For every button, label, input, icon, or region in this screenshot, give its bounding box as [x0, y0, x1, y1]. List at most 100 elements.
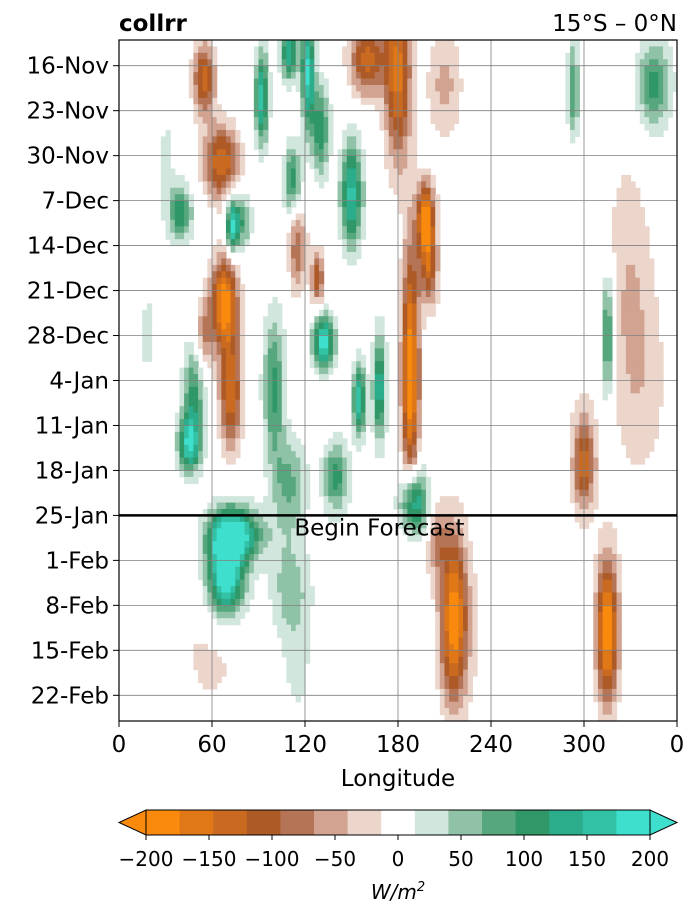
field-cell	[453, 643, 460, 651]
field-cell	[472, 605, 478, 613]
field-cell	[667, 59, 673, 67]
field-cell	[263, 406, 269, 414]
field-cell	[277, 631, 283, 639]
field-cell	[449, 72, 455, 80]
field-cell	[635, 200, 641, 208]
field-cell	[258, 46, 264, 54]
field-cell	[421, 322, 427, 330]
field-cell	[249, 502, 255, 510]
field-cell	[356, 354, 362, 362]
field-cell	[411, 483, 418, 491]
field-cell	[300, 136, 306, 144]
field-cell	[458, 650, 464, 658]
field-cell	[318, 252, 325, 260]
field-cell	[439, 650, 446, 658]
field-cell	[425, 181, 432, 189]
field-cell	[630, 207, 636, 215]
field-cell	[616, 290, 622, 298]
field-cell	[439, 682, 446, 690]
field-cell	[225, 303, 232, 311]
y-tick-label: 22-Feb	[31, 683, 109, 709]
field-cell	[225, 200, 232, 208]
field-cell	[360, 386, 367, 394]
field-cell	[430, 271, 436, 279]
field-cell	[463, 643, 469, 651]
field-cell	[351, 142, 357, 150]
field-cell	[574, 59, 580, 67]
field-cell	[453, 46, 460, 54]
field-cell	[435, 219, 441, 227]
field-cell	[356, 155, 362, 163]
field-cell	[305, 643, 311, 651]
field-cell	[616, 277, 622, 285]
field-cell	[221, 271, 227, 279]
field-cell	[323, 162, 329, 170]
field-cell	[239, 316, 246, 324]
colorbar-under-arrow	[117, 809, 147, 836]
field-cell	[295, 547, 301, 555]
field-cell	[198, 322, 204, 330]
field-cell	[323, 496, 329, 504]
field-cell	[416, 393, 422, 401]
field-cell	[351, 129, 357, 137]
field-cell	[346, 457, 353, 465]
field-cell	[616, 560, 622, 568]
field-cell	[198, 155, 204, 163]
field-cell	[425, 219, 432, 227]
field-cell	[323, 84, 329, 92]
field-cell	[212, 354, 218, 362]
field-cell	[435, 97, 441, 105]
field-cell	[607, 656, 613, 664]
field-cell	[398, 277, 404, 285]
field-cell	[579, 515, 585, 523]
field-cell	[379, 104, 385, 112]
field-cell	[221, 598, 227, 606]
field-cell	[216, 354, 222, 362]
field-cell	[179, 386, 185, 394]
field-cell	[593, 444, 599, 452]
field-cell	[379, 97, 385, 105]
field-cell	[267, 560, 274, 568]
field-cell	[393, 149, 399, 157]
field-cell	[639, 393, 646, 401]
field-cell	[212, 245, 218, 253]
field-cell	[216, 541, 222, 549]
field-cell	[579, 476, 585, 484]
field-cell	[398, 290, 404, 298]
field-cell	[286, 444, 292, 452]
field-cell	[346, 168, 353, 176]
field-cell	[216, 194, 222, 202]
field-cell	[295, 624, 301, 632]
field-cell	[597, 547, 604, 555]
field-cell	[607, 547, 613, 555]
field-cell	[630, 284, 636, 292]
field-cell	[230, 605, 236, 613]
field-cell	[430, 181, 436, 189]
field-cell	[602, 682, 608, 690]
field-cell	[291, 168, 297, 176]
field-cell	[411, 515, 418, 523]
field-cell	[249, 528, 255, 536]
field-cell	[272, 309, 278, 317]
x-tick-label: 0	[112, 732, 127, 758]
field-cell	[574, 470, 580, 478]
field-cell	[407, 528, 413, 536]
field-cell	[644, 226, 650, 234]
field-cell	[360, 361, 367, 369]
field-cell	[621, 219, 627, 227]
field-cell	[207, 560, 213, 568]
field-cell	[225, 264, 232, 272]
field-cell	[267, 386, 274, 394]
field-cell	[607, 329, 613, 337]
field-cell	[602, 374, 608, 382]
field-cell	[258, 104, 264, 112]
field-cell	[225, 367, 232, 375]
field-cell	[286, 174, 292, 182]
field-cell	[639, 271, 646, 279]
field-cell	[230, 322, 236, 330]
field-cell	[309, 586, 315, 594]
field-cell	[402, 399, 408, 407]
field-cell	[207, 40, 213, 48]
field-cell	[407, 59, 413, 67]
field-cell	[221, 142, 227, 150]
